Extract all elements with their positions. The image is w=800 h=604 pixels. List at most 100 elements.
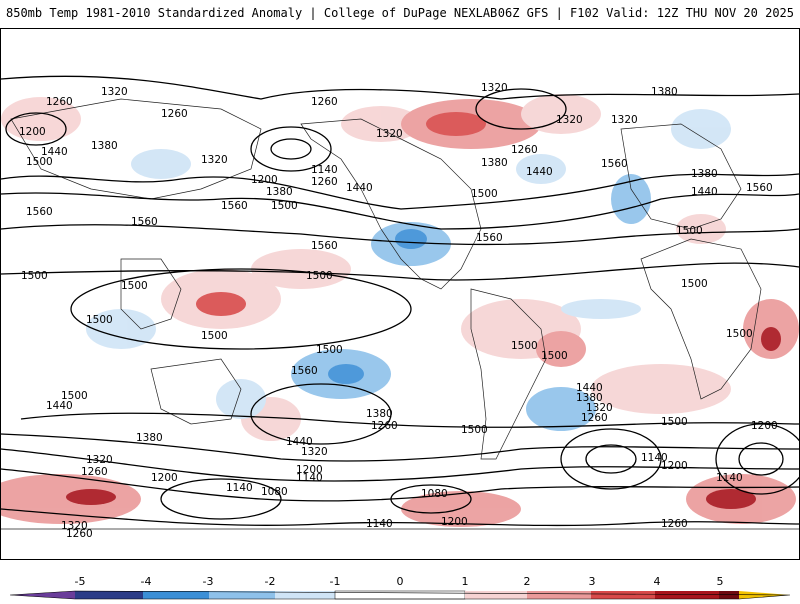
cb-seg-neg5 (10, 591, 75, 599)
svg-text:1560: 1560 (26, 206, 53, 218)
colorbar-label: 1 (461, 575, 469, 588)
svg-text:1560: 1560 (311, 240, 338, 252)
colorbar-label: -5 (74, 575, 86, 588)
svg-text:1320: 1320 (586, 402, 613, 414)
svg-text:1440: 1440 (691, 186, 718, 198)
svg-text:1200: 1200 (19, 126, 46, 138)
svg-text:1560: 1560 (476, 232, 503, 244)
cb-seg-pos2 (527, 591, 591, 599)
svg-text:1500: 1500 (316, 344, 343, 356)
svg-text:1320: 1320 (481, 82, 508, 94)
svg-text:1140: 1140 (716, 472, 743, 484)
svg-text:1140: 1140 (366, 518, 393, 530)
anomaly-map: 1320 1260 1200 1380 1500 1440 1260 1260 … (0, 28, 800, 560)
cb-seg-neg4 (75, 591, 143, 599)
svg-text:1380: 1380 (366, 408, 393, 420)
svg-text:1260: 1260 (581, 412, 608, 424)
svg-text:1500: 1500 (726, 328, 753, 340)
svg-text:1500: 1500 (511, 340, 538, 352)
svg-text:1260: 1260 (661, 518, 688, 530)
svg-text:1200: 1200 (661, 460, 688, 472)
svg-text:1380: 1380 (691, 168, 718, 180)
svg-text:1500: 1500 (61, 390, 88, 402)
svg-text:1380: 1380 (266, 186, 293, 198)
svg-text:1140: 1140 (641, 452, 668, 464)
svg-text:1320: 1320 (301, 446, 328, 458)
svg-text:1200: 1200 (251, 174, 278, 186)
colorbar-label: 0 (396, 575, 404, 588)
svg-text:1380: 1380 (576, 392, 603, 404)
colorbar-label: -2 (264, 575, 276, 588)
svg-text:1320: 1320 (201, 154, 228, 166)
svg-text:1260: 1260 (371, 420, 398, 432)
colorbar-label: -3 (202, 575, 214, 588)
colorbar-svg (9, 590, 791, 600)
svg-text:1380: 1380 (481, 157, 508, 169)
svg-text:1500: 1500 (471, 188, 498, 200)
svg-text:1140: 1140 (226, 482, 253, 494)
svg-text:1500: 1500 (86, 314, 113, 326)
cb-seg-neg2 (209, 591, 275, 599)
svg-text:1560: 1560 (291, 365, 318, 377)
height-contours (1, 75, 799, 527)
svg-text:1140: 1140 (311, 164, 338, 176)
svg-text:1440: 1440 (286, 436, 313, 448)
svg-text:1320: 1320 (86, 454, 113, 466)
cb-seg-neg3 (143, 591, 209, 599)
cb-seg-pos1 (465, 591, 527, 599)
svg-text:1500: 1500 (306, 270, 333, 282)
svg-text:1260: 1260 (161, 108, 188, 120)
colorbar-label: 2 (523, 575, 531, 588)
svg-text:1500: 1500 (21, 270, 48, 282)
svg-text:1320: 1320 (376, 128, 403, 140)
colorbar-label: -4 (140, 575, 152, 588)
svg-text:1260: 1260 (311, 176, 338, 188)
svg-text:1500: 1500 (661, 416, 688, 428)
svg-text:1500: 1500 (541, 350, 568, 362)
svg-text:1560: 1560 (221, 200, 248, 212)
svg-text:1500: 1500 (271, 200, 298, 212)
svg-text:1320: 1320 (556, 114, 583, 126)
svg-text:1440: 1440 (46, 400, 73, 412)
svg-text:1320: 1320 (101, 86, 128, 98)
svg-text:1320: 1320 (611, 114, 638, 126)
colorbar-label: -1 (329, 575, 341, 588)
svg-text:1560: 1560 (746, 182, 773, 194)
colorbar-label: 5 (716, 575, 724, 588)
svg-text:1380: 1380 (91, 140, 118, 152)
svg-text:1500: 1500 (676, 225, 703, 237)
cb-seg-pos4 (655, 591, 719, 599)
contour-labels: 1320 1260 1200 1380 1500 1440 1260 1260 … (19, 82, 778, 540)
svg-text:1200: 1200 (296, 464, 323, 476)
colorbar-segments (9, 590, 791, 600)
map-canvas: 1320 1260 1200 1380 1500 1440 1260 1260 … (1, 75, 799, 540)
svg-text:1260: 1260 (66, 528, 93, 540)
svg-text:1440: 1440 (576, 382, 603, 394)
svg-text:1500: 1500 (681, 278, 708, 290)
svg-text:1260: 1260 (311, 96, 338, 108)
colorbar-label: 3 (588, 575, 596, 588)
svg-text:1380: 1380 (651, 86, 678, 98)
cb-seg-pos3 (591, 591, 655, 599)
colorbar-label: 4 (653, 575, 661, 588)
svg-text:1560: 1560 (131, 216, 158, 228)
cb-seg-pos5 (719, 591, 739, 599)
svg-text:1440: 1440 (526, 166, 553, 178)
coastlines (1, 98, 799, 530)
svg-text:1500: 1500 (121, 280, 148, 292)
svg-text:1260: 1260 (81, 466, 108, 478)
svg-text:1500: 1500 (201, 330, 228, 342)
svg-text:1320: 1320 (61, 520, 88, 532)
cb-seg-neg1 (275, 591, 335, 599)
colorbar (0, 570, 800, 600)
cb-seg-zero (334, 590, 466, 600)
svg-text:1560: 1560 (601, 158, 628, 170)
map-title: 850mb Temp 1981-2010 Standardized Anomal… (6, 6, 498, 20)
svg-text:1500: 1500 (461, 424, 488, 436)
svg-text:1380: 1380 (136, 432, 163, 444)
svg-text:1200: 1200 (151, 472, 178, 484)
svg-text:1140: 1140 (296, 472, 323, 484)
svg-text:1080: 1080 (261, 486, 288, 498)
svg-text:1500: 1500 (26, 156, 53, 168)
svg-text:1440: 1440 (346, 182, 373, 194)
